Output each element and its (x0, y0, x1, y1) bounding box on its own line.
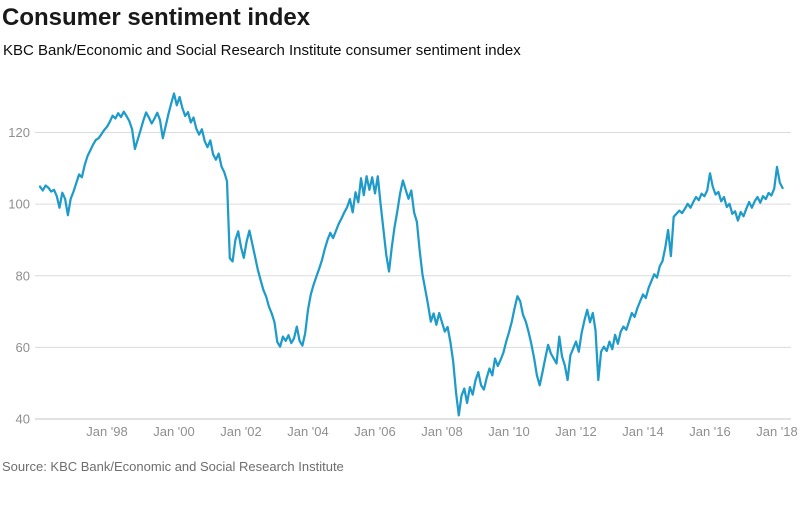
sentiment-line-series (38, 92, 784, 417)
y-tick-label-40: 40 (16, 412, 30, 427)
y-tick-label-100: 100 (8, 197, 30, 212)
x-tick-label: Jan '08 (421, 424, 463, 439)
x-tick-label: Jan '00 (153, 424, 195, 439)
x-tick-label: Jan '06 (354, 424, 396, 439)
x-tick-label: Jan '16 (689, 424, 731, 439)
source-credit: Source: KBC Bank/Economic and Social Res… (2, 459, 344, 474)
x-tick-label: Jan '98 (86, 424, 128, 439)
x-tick-label: Jan '14 (622, 424, 664, 439)
x-tick-label: Jan '18 (756, 424, 798, 439)
x-tick-label: Jan '02 (220, 424, 262, 439)
x-axis-labels: Jan '98 Jan '00 Jan '02 Jan '04 Jan '06 Jan '… (86, 424, 798, 439)
x-tick-label: Jan '12 (555, 424, 597, 439)
x-tick-label: Jan '04 (287, 424, 329, 439)
y-tick-label-80: 80 (16, 268, 30, 283)
y-tick-label-60: 60 (16, 340, 30, 355)
page-title: Consumer sentiment index (2, 4, 311, 31)
x-tick-label: Jan '10 (488, 424, 530, 439)
gridlines (35, 132, 791, 420)
y-axis-labels: 40 60 80 100 120 (8, 125, 30, 427)
chart-subtitle: KBC Bank/Economic and Social Research In… (3, 42, 521, 59)
y-tick-label-120: 120 (8, 125, 30, 140)
